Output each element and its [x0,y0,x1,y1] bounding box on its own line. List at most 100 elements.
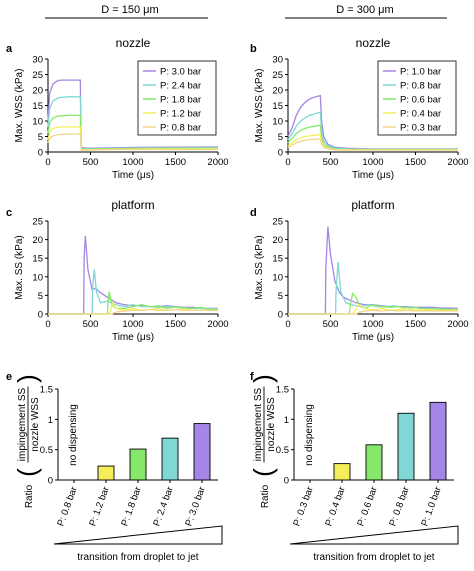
y-axis-label: Max. WSS (kPa) [14,69,25,143]
series-line-5 [48,308,218,315]
legend-label: P: 0.8 bar [160,123,201,134]
x-tick-label: 2000 [207,319,228,330]
x-tick-label: 2000 [207,157,228,168]
y-axis-denominator: nozzle WSS [30,397,41,452]
no-dispensing-annotation: no dispensing [304,404,315,466]
x-axis-label: transition from droplet to jet [313,552,434,563]
y-tick-label: 0 [38,148,43,159]
x-axis-label: Time (μs) [112,332,154,343]
y-tick-label: 10 [272,117,283,128]
y-axis-paren-left: ( [248,468,278,477]
series-line-5 [47,133,218,151]
y-axis-label: Max. SS (kPa) [254,235,265,299]
category-label: P: 3.0 bar [183,485,207,527]
x-tick-label: 1500 [405,157,426,168]
panel-letter-f: f [250,371,254,383]
category-label: P: 0.3 bar [291,485,315,527]
y-tick-label: 10 [32,117,43,128]
transition-wedge [289,525,459,545]
x-tick-label: 1000 [122,319,143,330]
chart-title: platform [111,198,154,212]
x-axis-label: Time (μs) [352,170,394,181]
no-dispensing-annotation: no dispensing [68,404,79,466]
chart-title: platform [351,198,394,212]
legend-label: P: 0.6 bar [400,95,441,106]
y-axis-denominator: nozzle WSS [266,397,277,452]
bar-4 [397,412,415,481]
y-tick-label: 0 [278,310,283,321]
y-axis-label: Ratio [260,484,271,508]
legend-label: P: 1.2 bar [160,109,201,120]
y-tick-label: 0 [284,476,289,487]
legend-box [377,60,457,136]
y-tick-label: 0 [48,476,53,487]
x-tick-label: 0 [285,157,290,168]
chart-title: nozzle [356,36,391,50]
y-tick-label: 25 [272,217,283,228]
y-tick-label: 20 [32,235,43,246]
y-axis-paren-right: ) [248,374,278,383]
series-line-2 [287,111,458,150]
series-line-4 [288,303,458,315]
bar-5 [193,423,211,481]
y-axis-numerator: impingement SS [253,387,264,461]
column-header-left: D = 150 μm [45,4,208,19]
y-axis-numerator: impingement SS [17,387,28,461]
series-line-3 [288,292,458,315]
y-tick-label: 20 [272,86,283,97]
legend-label: P: 0.4 bar [400,109,441,120]
x-tick-label: 0 [285,319,290,330]
y-tick-label: 5 [278,132,283,143]
x-tick-label: 0 [45,319,50,330]
y-tick-label: 1.5 [40,385,53,396]
x-tick-label: 1500 [405,319,426,330]
bar-2 [97,465,115,481]
chart-panel-c: platform 0 5 10 15 20 25 0 500 1000 1500 2000 Time (… [14,198,229,343]
y-tick-label: 1 [48,415,53,426]
y-tick-label: 25 [32,70,43,81]
y-tick-label: 0.5 [40,445,53,456]
chart-panel-e: 0 0.5 1 1.5 P: 0.8 bar P: 1.2 bar P: 1.8 bar P:… [12,374,223,563]
x-tick-label: 2000 [447,319,468,330]
x-tick-label: 1000 [362,319,383,330]
series-line-4 [287,133,458,151]
bar-2 [333,463,351,481]
y-axis-ratio-label: Ratio ( impingement SS nozzle WSS) [248,374,278,508]
y-tick-label: 25 [272,70,283,81]
y-axis-paren-left: ( [12,468,42,477]
category-label: P: 1.8 bar [119,485,143,527]
category-label: P: 2.4 bar [151,485,175,527]
series-line-1 [48,235,218,315]
y-tick-label: 15 [32,101,43,112]
y-tick-label: 5 [38,291,43,302]
panel-letter-b: b [250,43,257,55]
y-tick-label: 30 [272,55,283,66]
legend-box [137,60,217,136]
category-label: P: 1.2 bar [87,485,111,527]
y-tick-label: 0.5 [276,445,289,456]
y-axis-paren-right: ) [12,374,42,383]
y-tick-label: 20 [272,235,283,246]
x-axis-label: Time (μs) [352,332,394,343]
panel-letter-c: c [6,207,12,219]
x-tick-label: 1000 [122,157,143,168]
y-tick-label: 1 [284,415,289,426]
x-tick-label: 1500 [165,157,186,168]
y-tick-label: 10 [32,272,43,283]
y-axis-label: Max. WSS (kPa) [254,69,265,143]
x-tick-label: 500 [83,319,99,330]
chart-panel-b: nozzle 0 5 10 15 20 25 30 0 500 1000 1500 2000 Time (… [254,36,469,181]
chart-panel-d: platform 0 5 10 15 20 25 0 500 1000 1500 2000 Time (… [254,198,469,343]
transition-wedge [53,525,223,545]
y-tick-label: 20 [32,86,43,97]
x-tick-label: 1000 [362,157,383,168]
x-tick-label: 2000 [447,157,468,168]
category-label: P: 0.8 bar [387,485,411,527]
y-tick-label: 15 [272,254,283,265]
y-tick-label: 25 [32,217,43,228]
column-header-left-text: D = 150 μm [101,4,158,16]
legend-label: P: 3.0 bar [160,67,201,78]
legend-label: P: 1.0 bar [400,67,441,78]
legend-label: P: 2.4 bar [160,81,201,92]
